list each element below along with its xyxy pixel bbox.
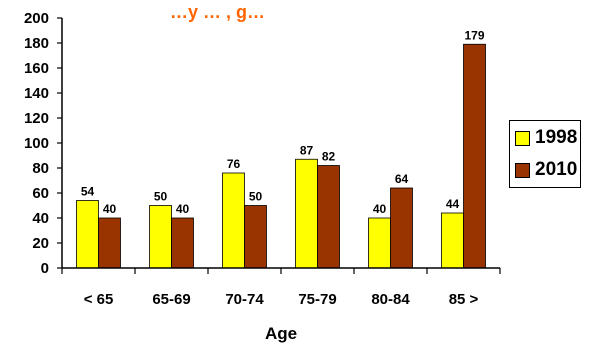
y-tick-label: 100 [24, 135, 49, 152]
y-tick-label: 80 [32, 160, 49, 177]
x-tick-label: 70-74 [225, 291, 264, 308]
y-tick-label: 40 [32, 210, 49, 227]
bar-1998-5 [441, 212, 464, 269]
bar-1998-2 [222, 172, 245, 269]
chart-title-fragment: …y … , g… [170, 2, 265, 22]
x-tick-label: 65-69 [152, 291, 190, 308]
y-tick-label: 200 [24, 10, 49, 27]
y-tick-label: 20 [32, 235, 49, 252]
x-axis-title: Age [265, 324, 297, 343]
data-label-1998-1: 50 [154, 190, 168, 204]
legend-label-2010: 2010 [535, 159, 578, 180]
data-label-1998-2: 76 [227, 157, 241, 171]
legend-swatch-2010 [515, 162, 530, 178]
data-labels: 54 40 50 40 76 50 87 82 40 64 44 179 [81, 28, 485, 216]
y-tick-label: 120 [24, 110, 49, 127]
data-label-1998-0: 54 [81, 185, 95, 199]
x-tick-label: < 65 [84, 291, 114, 308]
y-tick-label: 140 [24, 85, 49, 102]
legend-label-1998: 1998 [535, 127, 578, 148]
data-label-2010-3: 82 [322, 150, 336, 164]
y-tick-label: 180 [24, 35, 49, 52]
y-tick-label: 160 [24, 60, 49, 77]
bar-2010-0 [98, 217, 121, 269]
legend: 1998 2010 [509, 120, 581, 188]
x-tick-label: 75-79 [298, 291, 336, 308]
legend-swatch-1998 [515, 130, 530, 146]
y-axis-ticks: 0 20 40 60 80 100 120 140 160 180 200 [24, 10, 62, 277]
chart-title: …y … , g… [170, 2, 265, 22]
bars [76, 43, 486, 269]
data-label-2010-2: 50 [249, 190, 263, 204]
data-label-2010-4: 64 [395, 172, 409, 186]
bar-2010-2 [244, 205, 267, 269]
legend-item-1998: 1998 [515, 127, 577, 149]
data-label-1998-5: 44 [446, 197, 460, 211]
bar-2010-4 [390, 187, 413, 269]
bar-2010-5 [463, 43, 486, 269]
bar-1998-0 [76, 200, 99, 269]
data-label-2010-1: 40 [176, 202, 190, 216]
data-label-1998-4: 40 [373, 202, 387, 216]
bar-1998-3 [295, 158, 318, 269]
data-label-2010-5: 179 [464, 28, 484, 42]
bar-1998-1 [149, 205, 172, 269]
y-tick-label: 60 [32, 185, 49, 202]
legend-item-2010: 2010 [515, 159, 577, 181]
x-axis-ticks: < 65 65-69 70-74 75-79 80-84 85 > [61, 268, 501, 308]
x-tick-label: 80-84 [371, 291, 410, 308]
bar-1998-4 [368, 217, 391, 269]
y-tick-label: 0 [41, 260, 49, 277]
data-label-1998-3: 87 [300, 143, 314, 157]
data-label-2010-0: 40 [103, 202, 117, 216]
x-tick-label: 85 > [449, 291, 479, 308]
bar-2010-3 [317, 165, 340, 269]
axes [61, 18, 500, 269]
bar-2010-1 [171, 217, 194, 269]
